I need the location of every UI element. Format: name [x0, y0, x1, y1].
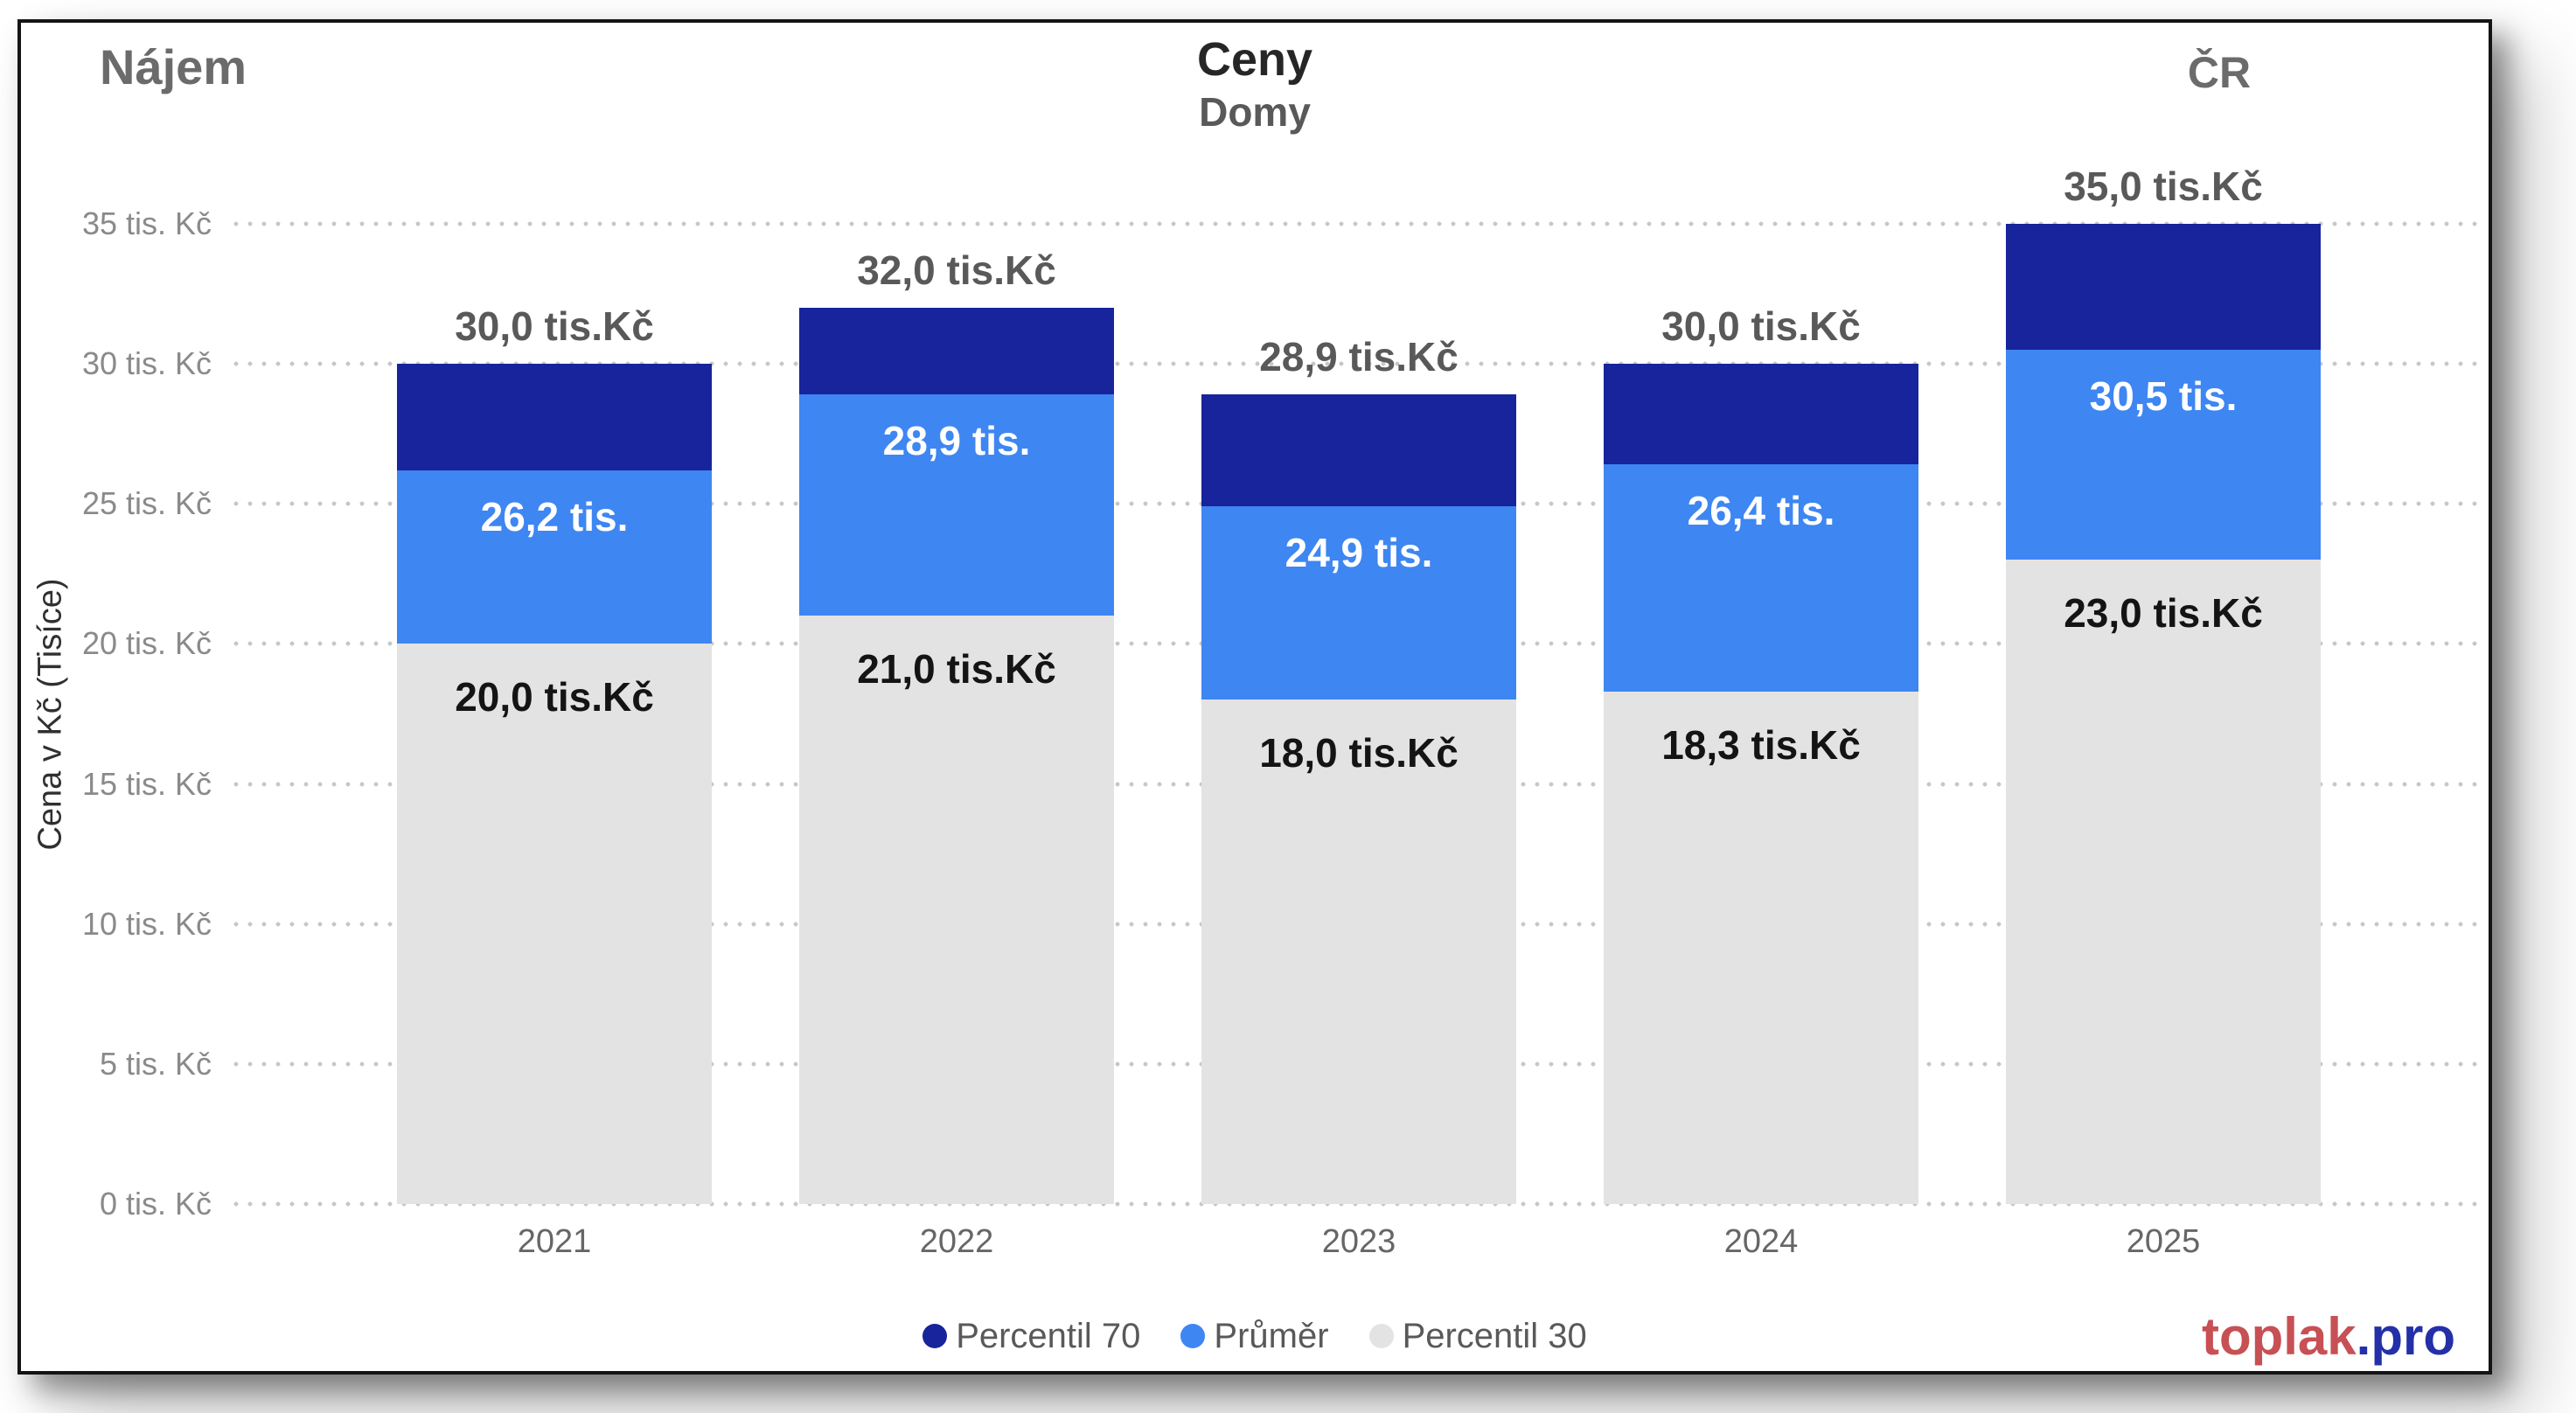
- page-title-right: ČR: [2187, 48, 2252, 97]
- legend-dot-icon: [1368, 1324, 1394, 1348]
- bar-segment-prumer-2025[interactable]: [2006, 350, 2321, 560]
- bar-segment-percentil-70-2021[interactable]: [397, 364, 712, 470]
- legend-label: Percentil 70: [956, 1316, 1141, 1355]
- chart-title: Ceny: [1196, 33, 1313, 86]
- data-label-percentil-30-2025: 23,0 tis.Kč: [2064, 590, 2263, 637]
- legend-item-percentil-30[interactable]: Percentil 30: [1368, 1316, 1587, 1356]
- x-axis-label-2023: 2023: [1321, 1223, 1396, 1260]
- brand-logo: toplak.pro: [2202, 1306, 2455, 1367]
- plot-area: 0 tis. Kč 5 tis. Kč 10 tis. Kč 15 tis. Kč 20…: [21, 23, 2489, 1371]
- chart-card: Nájem Ceny Domy ČR Cena v Kč (Tisíce) 0 …: [17, 19, 2492, 1375]
- y-axis-tick-label: 15 tis. Kč: [81, 765, 212, 802]
- bar-segment-prumer-2022[interactable]: [799, 394, 1114, 616]
- legend-item-percentil-70[interactable]: Percentil 70: [922, 1317, 1140, 1356]
- data-label-prumer-2021: 26,2 tis.: [480, 493, 629, 539]
- data-label-prumer-2024: 26,4 tis.: [1687, 488, 1835, 534]
- x-axis-label-2024: 2024: [1723, 1223, 1799, 1260]
- bar-segment-percentil-70-2022[interactable]: [799, 308, 1114, 395]
- chart-title-block: Ceny Domy: [21, 31, 2489, 136]
- bar-segment-percentil-70-2024[interactable]: [1604, 364, 1918, 465]
- gridline: [229, 221, 2478, 226]
- y-axis-tick-label: 0 tis. Kč: [99, 1186, 212, 1222]
- bar-segment-percentil-30-2025[interactable]: [2006, 560, 2321, 1204]
- brand-secondary: .pro: [2356, 1307, 2455, 1366]
- legend-dot-icon: [922, 1324, 948, 1348]
- data-label-percentil-70-2021: 30,0 tis.Kč: [455, 303, 654, 350]
- legend-label: Průměr: [1214, 1316, 1329, 1355]
- legend: Percentil 70 Průměr Percentil 30: [21, 1310, 2489, 1362]
- x-axis-label-2025: 2025: [2126, 1223, 2201, 1260]
- bar-segment-percentil-30-2024[interactable]: [1604, 691, 1918, 1204]
- bar-segment-percentil-70-2025[interactable]: [2006, 224, 2321, 351]
- y-axis-tick-label: 25 tis. Kč: [81, 485, 212, 522]
- data-label-percentil-30-2021: 20,0 tis.Kč: [455, 674, 654, 720]
- gridline: [229, 361, 2478, 367]
- data-label-percentil-70-2023: 28,9 tis.Kč: [1259, 334, 1459, 380]
- legend-item-průměr[interactable]: Průměr: [1180, 1316, 1329, 1356]
- y-axis-tick-label: 30 tis. Kč: [81, 345, 212, 382]
- y-axis-tick-label: 5 tis. Kč: [99, 1045, 212, 1082]
- y-axis-tick-label: 35 tis. Kč: [81, 205, 212, 241]
- bar-segment-percentil-30-2023[interactable]: [1201, 700, 1516, 1204]
- data-label-percentil-30-2024: 18,3 tis.Kč: [1661, 721, 1861, 768]
- data-label-percentil-70-2022: 32,0 tis.Kč: [857, 247, 1056, 294]
- bar-segment-prumer-2023[interactable]: [1201, 506, 1516, 700]
- bar-segment-prumer-2024[interactable]: [1604, 464, 1918, 692]
- data-label-prumer-2023: 24,9 tis.: [1285, 530, 1433, 576]
- brand-primary: toplak: [2201, 1307, 2357, 1366]
- data-label-prumer-2022: 28,9 tis.: [882, 418, 1031, 464]
- y-axis-tick-label: 10 tis. Kč: [81, 905, 212, 942]
- chart-subtitle: Domy: [1199, 89, 1311, 135]
- bar-segment-percentil-30-2022[interactable]: [799, 616, 1114, 1204]
- x-axis-label-2021: 2021: [517, 1223, 592, 1260]
- legend-label: Percentil 30: [1402, 1316, 1587, 1355]
- gridline: [229, 1201, 2478, 1207]
- legend-dot-icon: [1180, 1324, 1206, 1348]
- x-axis-label-2022: 2022: [919, 1223, 994, 1260]
- bar-segment-percentil-30-2021[interactable]: [397, 644, 712, 1204]
- data-label-percentil-30-2022: 21,0 tis.Kč: [857, 646, 1056, 693]
- data-label-prumer-2025: 30,5 tis.: [2089, 373, 2238, 420]
- y-axis-tick-label: 20 tis. Kč: [81, 625, 212, 662]
- page-title-left: Nájem: [100, 39, 247, 94]
- bar-segment-percentil-70-2023[interactable]: [1201, 394, 1516, 507]
- data-label-percentil-30-2023: 18,0 tis.Kč: [1259, 730, 1459, 776]
- bar-segment-prumer-2021[interactable]: [397, 470, 712, 644]
- data-label-percentil-70-2025: 35,0 tis.Kč: [2064, 164, 2263, 209]
- data-label-percentil-70-2024: 30,0 tis.Kč: [1661, 303, 1861, 350]
